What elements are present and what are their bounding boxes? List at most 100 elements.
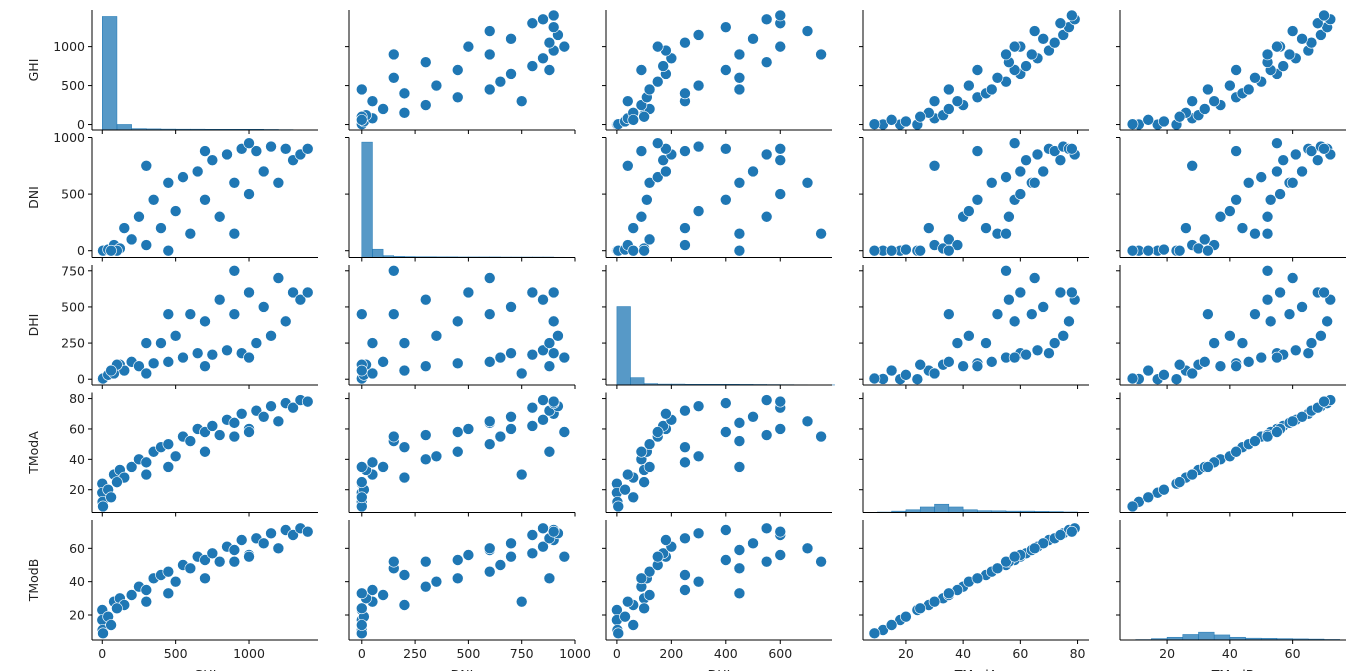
scatter-point: [505, 411, 517, 423]
scatter-point: [1008, 550, 1021, 563]
scatter-point: [1198, 356, 1211, 368]
scatter-point: [451, 445, 464, 458]
scatter-point: [1261, 293, 1274, 306]
scatter-point: [619, 610, 631, 623]
scatter-point: [1224, 205, 1236, 217]
scatter-point: [294, 293, 307, 306]
scatter-point: [943, 308, 955, 320]
scatter-point: [1048, 36, 1061, 49]
histogram-bar: [934, 503, 950, 513]
scatter-point: [483, 565, 496, 578]
scatter-point: [243, 188, 255, 200]
scatter-point: [928, 595, 941, 608]
panel: [1116, 9, 1346, 134]
panel: [345, 264, 576, 389]
scatter-point: [169, 450, 182, 463]
x-tick-label: 0: [98, 646, 106, 661]
scatter-point: [526, 529, 539, 541]
scatter-point: [366, 95, 379, 107]
scatter-point: [971, 193, 984, 206]
scatter-point: [287, 529, 299, 541]
scatter-point: [221, 148, 233, 161]
marks: [1126, 394, 1337, 513]
scatter-point: [451, 426, 464, 438]
scatter-point: [199, 572, 211, 585]
scatter-point: [355, 476, 368, 488]
scatter-point: [760, 210, 773, 223]
scatter-point: [692, 29, 705, 41]
scatter-point: [733, 83, 746, 96]
scatter-point: [558, 426, 571, 438]
scatter-point: [265, 140, 277, 153]
scatter-point: [951, 95, 964, 107]
scatter-point: [1296, 301, 1308, 313]
scatter-point: [451, 554, 464, 566]
scatter-point: [1202, 461, 1214, 473]
scatter-point: [526, 17, 539, 30]
scatter-point: [971, 145, 984, 157]
scatter-point: [651, 75, 664, 88]
scatter-point: [366, 456, 379, 469]
histogram-bar: [1213, 634, 1231, 641]
scatter-point: [679, 222, 691, 234]
scatter-point: [643, 461, 656, 473]
scatter-point: [543, 360, 556, 373]
scatter-point: [1274, 286, 1286, 299]
scatter-point: [660, 165, 672, 178]
scatter-point: [747, 33, 759, 45]
y-tick-label: 60: [69, 541, 85, 556]
scatter-point: [537, 293, 549, 306]
scatter-point: [1318, 9, 1330, 22]
scatter-point: [552, 330, 564, 342]
scatter-point: [1230, 360, 1242, 373]
scatter-point: [1214, 210, 1227, 223]
scatter-point: [505, 33, 517, 45]
histogram-bar: [630, 377, 645, 386]
y-tick-label: 60: [69, 421, 85, 436]
scatter-point: [199, 360, 211, 373]
marks: [96, 264, 314, 386]
scatter-point: [228, 308, 241, 320]
scatter-point: [1289, 344, 1302, 357]
scatter-point: [228, 176, 241, 189]
scatter-point: [1186, 468, 1198, 481]
scatter-point: [774, 154, 787, 166]
scatter-point: [679, 456, 691, 469]
scatter-point: [733, 562, 746, 575]
scatter-point: [1066, 286, 1078, 299]
scatter-point: [733, 435, 746, 447]
scatter-point: [169, 575, 182, 588]
scatter-point: [1020, 60, 1032, 72]
panel: 0 500 1000 GHI: [26, 10, 318, 134]
scatter-point: [1283, 308, 1296, 320]
y-tick-label: 500: [61, 187, 85, 202]
scatter-point: [679, 584, 691, 596]
scatter-point: [140, 239, 153, 251]
scatter-point: [515, 595, 528, 608]
scatter-point: [526, 348, 539, 361]
scatter-point: [1037, 537, 1050, 550]
scatter-point: [1126, 500, 1139, 513]
panel: [859, 137, 1089, 262]
scatter-point: [1202, 244, 1214, 257]
scatter-point: [801, 542, 814, 555]
scatter-point: [355, 587, 368, 600]
scatter-point: [1000, 264, 1012, 277]
scatter-point: [1037, 165, 1050, 178]
scatter-point: [515, 367, 528, 380]
scatter-point: [355, 491, 368, 504]
scatter-point: [679, 441, 691, 453]
scatter-point: [1318, 143, 1330, 155]
scatter-point: [243, 550, 255, 563]
scatter-point: [243, 286, 255, 299]
scatter-point: [355, 619, 368, 631]
scatter-point: [760, 394, 773, 406]
scatter-point: [1286, 176, 1299, 189]
scatter-point: [638, 602, 650, 615]
scatter-point: [1031, 148, 1044, 161]
scatter-point: [643, 565, 656, 578]
scatter-point: [366, 584, 379, 596]
scatter-point: [1054, 154, 1067, 166]
scatter-point: [1242, 356, 1255, 368]
scatter-point: [991, 562, 1004, 575]
